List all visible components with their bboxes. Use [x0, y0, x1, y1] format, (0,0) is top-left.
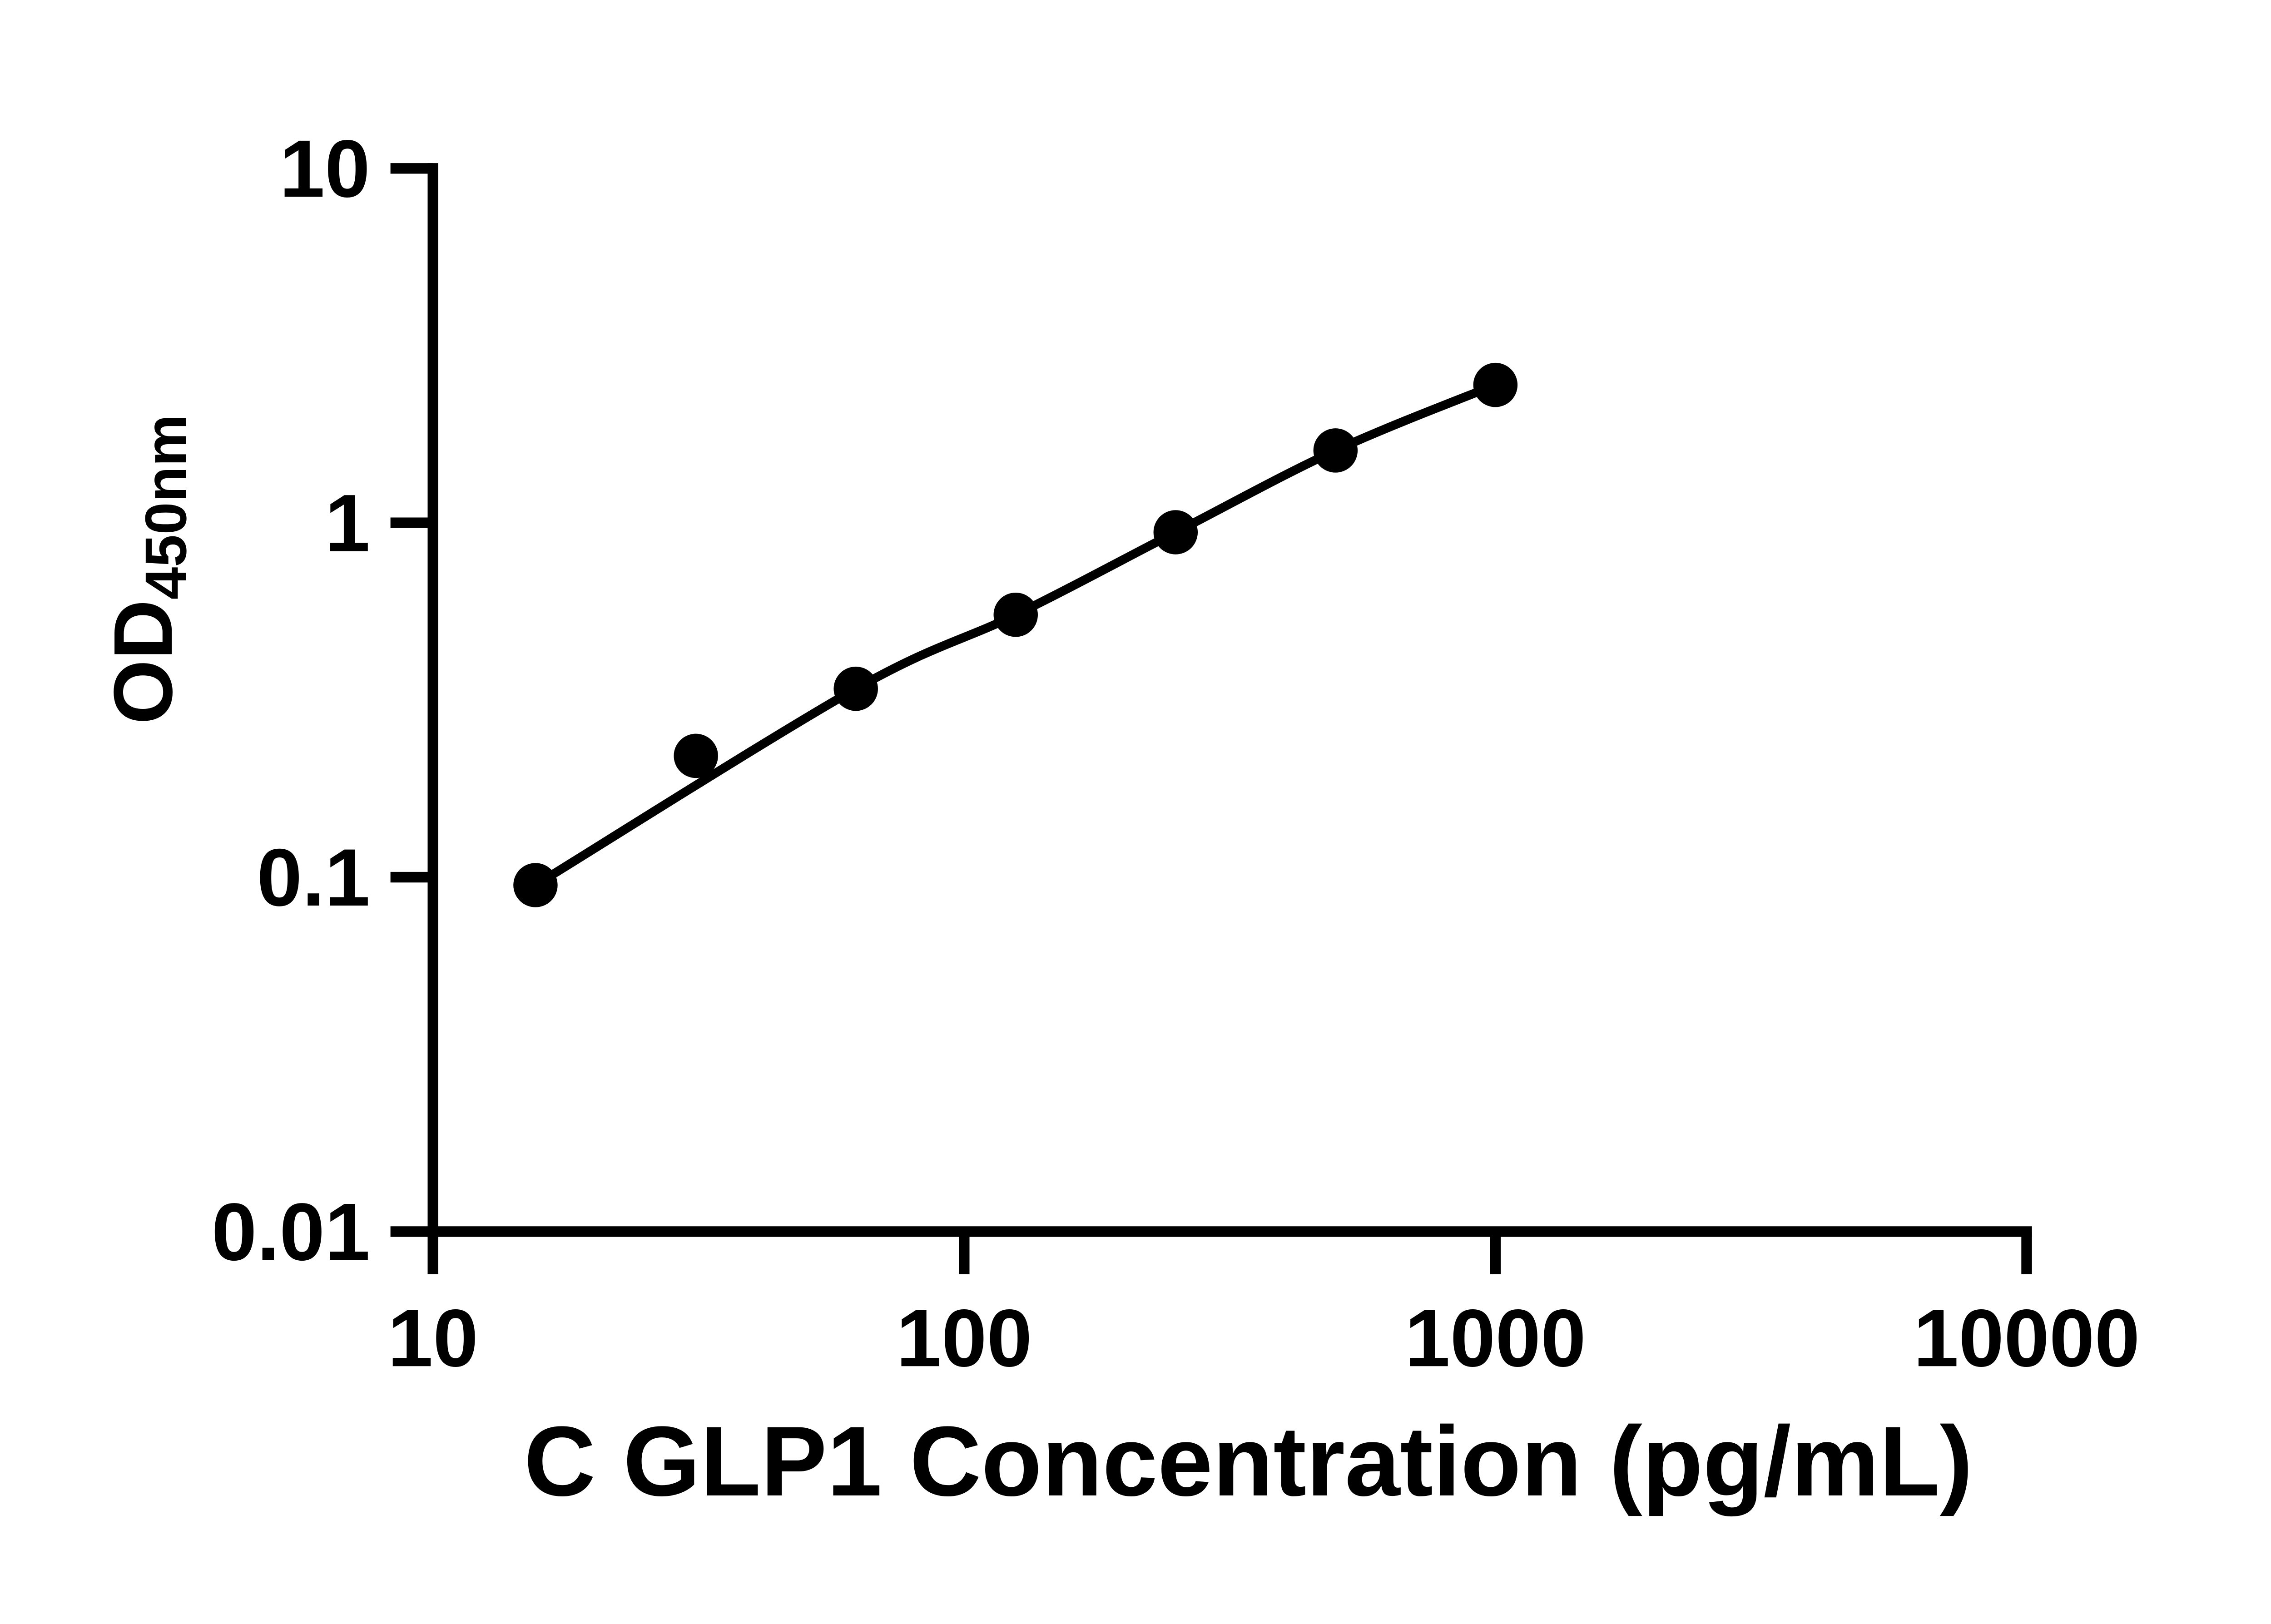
x-tick-label: 100 — [896, 1293, 1032, 1384]
plot-series — [513, 362, 1518, 907]
y-tick-label: 0.01 — [212, 1187, 370, 1277]
y-tick-label: 10 — [279, 124, 370, 214]
data-point — [1153, 510, 1198, 555]
data-point — [993, 592, 1038, 637]
axis-ticks — [390, 163, 2032, 1274]
x-tick-label: 10000 — [1914, 1293, 2140, 1384]
x-axis-title: C GLP1 Concentration (pg/mL) — [524, 1406, 1973, 1517]
y-axis-title-main: OD — [96, 599, 189, 724]
y-axis-title-subscript: 450nm — [134, 415, 198, 600]
y-tick-label: 1 — [325, 478, 370, 569]
axes — [427, 163, 2032, 1237]
data-point — [513, 863, 558, 907]
x-tick-label: 10 — [387, 1293, 478, 1384]
data-point — [1473, 362, 1518, 407]
x-tick-label: 1000 — [1405, 1293, 1586, 1384]
data-point — [674, 733, 718, 778]
y-tick-label: 0.1 — [257, 832, 370, 923]
data-point — [1313, 428, 1358, 473]
data-point — [833, 666, 878, 711]
y-axis-title: OD450nm — [96, 415, 198, 724]
